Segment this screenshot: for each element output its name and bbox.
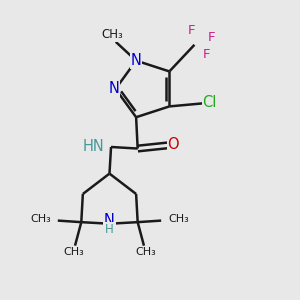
Text: CH₃: CH₃	[30, 214, 51, 224]
Text: F: F	[208, 32, 215, 44]
Text: CH₃: CH₃	[168, 214, 189, 224]
Text: O: O	[167, 137, 179, 152]
Text: HN: HN	[83, 139, 105, 154]
Text: CH₃: CH₃	[135, 247, 156, 257]
Text: F: F	[203, 48, 211, 61]
Text: H: H	[105, 223, 114, 236]
Text: Cl: Cl	[202, 94, 217, 110]
Text: CH₃: CH₃	[63, 247, 84, 257]
Text: F: F	[188, 24, 195, 37]
Text: N: N	[131, 53, 142, 68]
Text: N: N	[109, 81, 119, 96]
Text: N: N	[104, 213, 115, 228]
Text: CH₃: CH₃	[102, 28, 124, 41]
